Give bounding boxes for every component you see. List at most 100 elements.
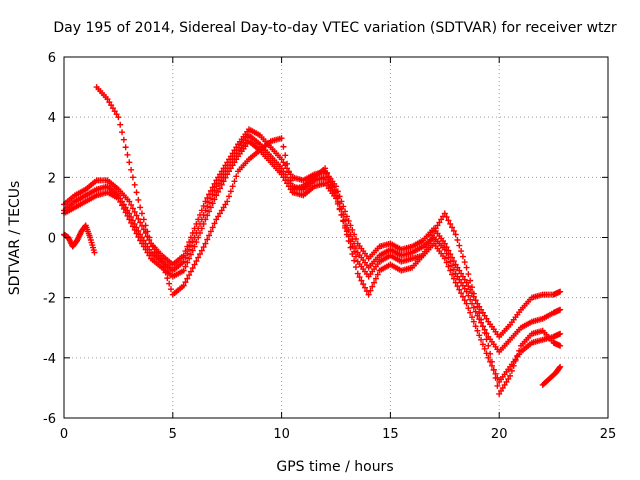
data-point-interp bbox=[456, 276, 463, 283]
data-point-interp bbox=[108, 102, 115, 109]
data-point-interp bbox=[323, 169, 330, 176]
data-point bbox=[202, 216, 209, 223]
data-point-interp bbox=[162, 269, 169, 276]
data-point-interp bbox=[329, 183, 336, 190]
data-point-interp bbox=[129, 205, 136, 212]
data-point-interp bbox=[469, 284, 475, 291]
data-point-interp bbox=[449, 262, 456, 269]
data-point bbox=[137, 204, 144, 211]
data-point-interp bbox=[142, 246, 149, 253]
y-axis-label: SDTVAR / TECUs bbox=[7, 181, 23, 296]
x-axis-label: GPS time / hours bbox=[276, 459, 393, 475]
data-point-interp bbox=[327, 178, 334, 185]
data-point-interp bbox=[133, 230, 140, 237]
data-point-interp bbox=[207, 187, 214, 194]
data-point-interp bbox=[218, 181, 225, 188]
data-point-interp bbox=[206, 199, 213, 206]
data-point-interp bbox=[514, 352, 521, 359]
data-point bbox=[126, 216, 133, 223]
data-point bbox=[441, 210, 448, 217]
data-point-interp bbox=[280, 143, 287, 150]
data-point bbox=[213, 177, 220, 184]
data-point bbox=[343, 213, 350, 220]
data-point-interp bbox=[193, 258, 200, 265]
data-point-interp bbox=[450, 258, 457, 265]
data-point-interp bbox=[233, 144, 240, 151]
data-point-interp bbox=[128, 219, 135, 226]
data-point bbox=[441, 255, 448, 262]
data-point bbox=[420, 252, 427, 259]
data-point-interp bbox=[340, 203, 347, 210]
data-point bbox=[557, 363, 564, 370]
data-point-interp bbox=[140, 226, 147, 233]
data-point-interp bbox=[198, 207, 205, 214]
data-point bbox=[452, 270, 459, 277]
data-point-interp bbox=[128, 201, 135, 208]
data-point-interp bbox=[204, 236, 211, 243]
data-point bbox=[322, 165, 329, 172]
data-point-interp bbox=[349, 251, 356, 258]
data-point-interp bbox=[151, 246, 158, 253]
data-point-interp bbox=[447, 267, 454, 274]
data-point-interp bbox=[456, 267, 463, 274]
data-point-interp bbox=[215, 174, 222, 181]
data-point-interp bbox=[222, 201, 229, 208]
data-point-interp bbox=[505, 375, 512, 382]
data-point bbox=[278, 135, 285, 142]
data-point-interp bbox=[113, 111, 120, 118]
data-point-interp bbox=[478, 306, 485, 313]
series-track-4 bbox=[93, 84, 564, 397]
x-tick-label: 15 bbox=[382, 427, 399, 442]
data-point-interp bbox=[479, 341, 486, 348]
data-point-interp bbox=[374, 271, 381, 278]
data-point-interp bbox=[109, 105, 116, 112]
data-point-interp bbox=[182, 279, 189, 286]
data-point-interp bbox=[140, 243, 147, 250]
data-point-interp bbox=[184, 259, 191, 266]
data-point-interp bbox=[470, 290, 477, 297]
data-point bbox=[213, 192, 220, 199]
data-point bbox=[557, 330, 564, 337]
data-point-interp bbox=[476, 332, 483, 339]
data-point-interp bbox=[131, 226, 138, 233]
data-point-interp bbox=[184, 275, 191, 282]
data-point-interp bbox=[187, 234, 194, 241]
data-point-interp bbox=[342, 208, 349, 215]
data-point bbox=[213, 216, 220, 223]
data-point bbox=[354, 270, 361, 277]
data-point-interp bbox=[146, 234, 153, 241]
data-point bbox=[191, 261, 198, 268]
data-point-interp bbox=[229, 183, 236, 190]
data-point-interp bbox=[476, 310, 483, 317]
data-point-interp bbox=[352, 253, 359, 260]
data-point-interp bbox=[149, 243, 156, 250]
data-point-interp bbox=[449, 224, 456, 231]
data-point-interp bbox=[227, 188, 234, 195]
data-point-interp bbox=[445, 247, 452, 254]
data-point bbox=[496, 390, 503, 397]
data-point bbox=[557, 342, 564, 349]
data-point-interp bbox=[371, 279, 378, 286]
data-point-interp bbox=[227, 165, 234, 172]
data-point bbox=[463, 288, 470, 295]
data-point-interp bbox=[233, 173, 240, 180]
y-tick-label: 0 bbox=[48, 232, 56, 247]
data-point-interp bbox=[443, 259, 450, 266]
data-point-interp bbox=[362, 284, 369, 291]
data-point-interp bbox=[135, 196, 142, 203]
data-point-interp bbox=[220, 178, 227, 185]
data-point-interp bbox=[198, 247, 205, 254]
data-point-interp bbox=[556, 364, 563, 371]
data-point bbox=[191, 225, 198, 232]
data-point-interp bbox=[369, 283, 376, 290]
data-point-interp bbox=[285, 183, 292, 190]
data-point-interp bbox=[197, 251, 203, 258]
data-point bbox=[148, 240, 155, 247]
data-point-interp bbox=[220, 165, 227, 172]
data-point-interp bbox=[472, 308, 479, 315]
data-point-interp bbox=[155, 252, 162, 259]
data-point-interp bbox=[458, 248, 465, 255]
data-point-interp bbox=[481, 329, 488, 336]
data-point bbox=[463, 264, 470, 271]
data-point-interp bbox=[198, 225, 205, 232]
